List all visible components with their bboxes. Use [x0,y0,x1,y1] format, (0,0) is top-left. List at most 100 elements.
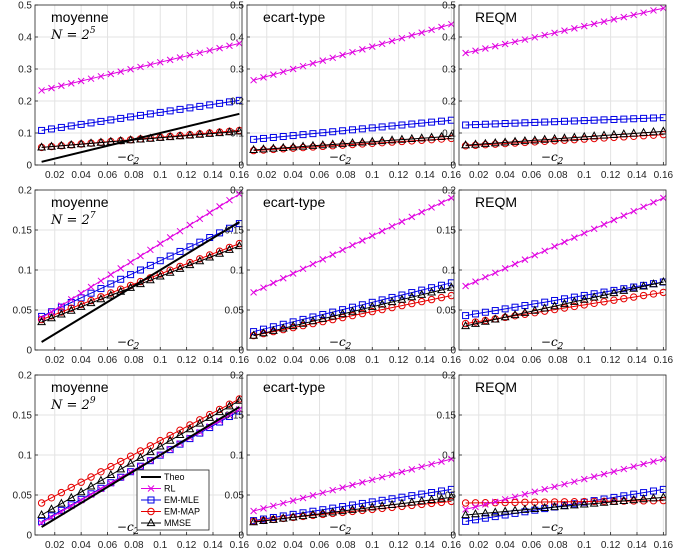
marker-em-map [87,296,95,305]
marker-em-mle [250,135,258,143]
legend-entry: Theo [164,472,185,482]
legend-marker-em-mle [147,496,155,504]
marker-em-mle [146,457,154,465]
marker-rl [462,282,469,290]
marker-rl [250,507,257,515]
marker-rl [196,215,204,223]
marker-mmse [86,481,96,490]
marker-mmse [639,281,649,290]
marker-mmse [560,501,569,510]
marker-mmse [367,301,377,310]
marker-em-mle [368,498,376,506]
marker-rl [216,203,223,210]
marker-em-mle [447,279,454,287]
x-tick-label: 0.04 [495,170,515,181]
marker-rl [472,278,479,285]
marker-mmse [37,316,47,326]
marker-em-mle [600,495,608,503]
x-tick-label: 0.06 [310,540,330,551]
y-tick-label: 0 [26,531,32,542]
marker-mmse [215,406,225,416]
series-line-theo [41,406,240,528]
x-axis-label-subscript: 2 [133,342,140,352]
marker-mmse [437,284,446,294]
marker-mmse [530,135,540,144]
y-tick-label: 0.1 [230,451,244,462]
marker-rl [561,238,568,246]
marker-rl [309,260,317,268]
panel-title: ecart-type [263,194,325,210]
marker-em-map [639,291,648,300]
marker-em-map [447,291,454,300]
marker-mmse [658,126,666,135]
marker-rl [620,212,628,219]
marker-em-map [235,239,242,248]
marker-em-mle [348,303,356,311]
marker-em-map [57,308,66,316]
marker-mmse [471,318,480,327]
series-line-mmse [41,245,240,323]
marker-rl [590,20,598,28]
marker-mmse [367,136,377,145]
x-axis-label-subscript: 2 [557,157,564,167]
marker-mmse [298,510,308,520]
x-tick-label: 0.04 [283,170,303,181]
marker-rl [48,84,55,92]
marker-em-map [269,145,278,154]
marker-rl [117,68,125,75]
marker-mmse [225,401,234,410]
marker-rl [551,29,558,37]
marker-em-mle [491,120,499,128]
marker-em-mle [235,96,242,104]
x-tick-label: 0.16 [230,540,250,551]
marker-em-mle [358,301,366,309]
axes-box [246,4,455,166]
marker-mmse [357,137,367,146]
marker-mmse [225,127,234,136]
marker-rl [368,232,376,240]
marker-em-map [560,498,569,506]
marker-em-map [97,468,105,476]
marker-em-map [649,290,658,298]
marker-mmse [234,126,242,135]
marker-rl [87,75,95,83]
marker-rl [551,483,558,491]
marker-em-mle [398,291,406,299]
marker-em-map [471,141,480,149]
marker-mmse [318,140,328,149]
marker-mmse [298,141,308,150]
x-tick-label: 0.12 [389,355,409,366]
marker-rl [77,496,85,504]
marker-rl [521,256,529,263]
marker-em-mle [580,117,588,125]
marker-rl [319,256,327,263]
marker-em-mle [447,116,454,124]
marker-rl [600,221,608,228]
marker-em-mle [378,296,386,304]
x-tick-label: 0.02 [45,355,65,366]
x-tick-label: 0.04 [71,170,91,181]
marker-rl [329,251,337,258]
marker-em-mle [38,126,46,134]
marker-rl [580,229,588,237]
marker-rl [67,296,75,303]
x-tick-label: 0.14 [203,170,223,181]
y-tick-label: 0 [26,161,32,172]
n-exponent: 9 [90,396,96,406]
marker-em-mle [659,114,666,122]
marker-rl [491,42,499,50]
marker-em-mle [196,102,204,110]
marker-rl [501,495,509,503]
marker-rl [472,47,479,55]
x-tick-label: 0.14 [415,170,435,181]
x-tick-label: 0.14 [203,355,223,366]
panel-r2-c0: 00.050.10.150.20.02 0.04 0.06 0.08 0.1 0.12 0.… [13,371,250,552]
marker-mmse [589,131,599,140]
y-tick-label: 0.2 [442,97,456,108]
marker-rl [501,265,509,272]
marker-rl [289,270,297,277]
marker-em-mle [87,119,95,127]
marker-em-mle [418,119,426,127]
panel-r2-c2: 0 0.05 0.1 0.15 0.2 0.02 0.04 0.06 0.08 0.1 0.12 0.… [437,371,674,552]
marker-mmse [377,299,387,308]
